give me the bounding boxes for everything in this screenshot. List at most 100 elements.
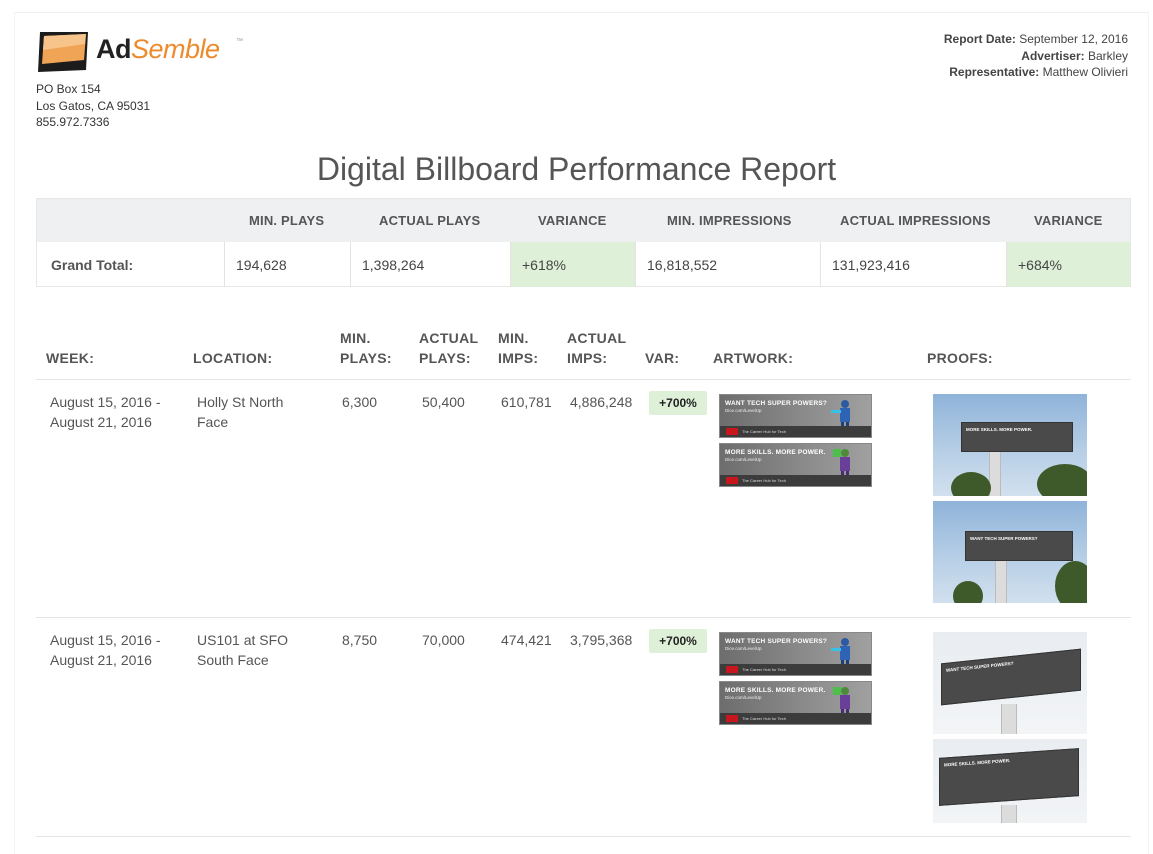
logo-wordmark: AdSemble: [96, 34, 220, 65]
dice-logo-icon: [726, 666, 738, 673]
header-var: VAR:: [645, 350, 680, 366]
header-week: WEEK:: [46, 350, 95, 366]
row2-week-end: August 21, 2016: [50, 652, 152, 668]
row1-week: August 15, 2016 - August 21, 2016: [50, 392, 161, 432]
header-location: LOCATION:: [193, 350, 273, 366]
header-min-imps-line1: MIN.: [498, 330, 529, 346]
row1-min-plays: 6,300: [342, 394, 378, 410]
advertiser-label: Advertiser:: [1021, 48, 1085, 63]
header-proofs: PROOFS:: [927, 350, 993, 366]
representative-label: Representative:: [949, 65, 1040, 79]
advertiser: Barkley: [1087, 48, 1128, 63]
row2-actual-plays: 70,000: [422, 632, 465, 648]
row1-actual-imps: 4,886,248: [570, 394, 633, 410]
adsemble-logo: AdSemble ™: [36, 30, 246, 74]
row1-min-imps: 610,781: [501, 394, 552, 410]
representative: Matthew Olivieri: [1042, 65, 1128, 79]
row2-artwork-2[interactable]: MORE SKILLS. MORE POWER. Dice.com/LevelU…: [719, 681, 872, 725]
artwork-url: Dice.com/LevelUp: [725, 646, 762, 651]
row1-location-line2: Face: [197, 414, 229, 430]
logo-text-ad: Ad: [96, 34, 132, 64]
dice-logo-icon: [726, 428, 738, 435]
header-divider: [36, 379, 1131, 380]
row2-actual-imps: 3,795,368: [570, 632, 633, 648]
header-min-imps-line2: IMPS:: [498, 350, 539, 366]
summary-header-row: MIN. PLAYS ACTUAL PLAYS VARIANCE MIN. IM…: [37, 199, 1130, 242]
grand-total-impressions-variance: +684%: [1006, 242, 1130, 287]
row2-variance-badge: +700%: [649, 629, 707, 653]
artwork-tagline: The Career Hub for Tech: [742, 478, 786, 483]
address-line1: PO Box 154: [36, 82, 101, 96]
header-actual-imps-line1: ACTUAL: [567, 330, 627, 346]
row2-proof-1[interactable]: WANT TECH SUPER POWERS?: [933, 632, 1087, 734]
row-divider: [36, 617, 1131, 618]
address-phone: 855.972.7336: [36, 115, 110, 129]
page-title: Digital Billboard Performance Report: [316, 151, 837, 187]
row2-location: US101 at SFO South Face: [197, 630, 288, 670]
summary-table: MIN. PLAYS ACTUAL PLAYS VARIANCE MIN. IM…: [36, 198, 1131, 287]
grand-total-label: Grand Total:: [51, 257, 134, 273]
header-actual-imps-line2: IMPS:: [567, 350, 608, 366]
header-actual-plays-line1: ACTUAL: [419, 330, 479, 346]
row1-variance-badge: +700%: [649, 391, 707, 415]
report-page: [14, 12, 1149, 854]
row2-location-line2: South Face: [197, 652, 269, 668]
artwork-headline: MORE SKILLS. MORE POWER.: [725, 687, 826, 694]
summary-header-impressions-variance: VARIANCE: [1034, 213, 1103, 228]
summary-header-plays-variance: VARIANCE: [538, 213, 607, 228]
company-address: PO Box 154 Los Gatos, CA 95031 855.972.7…: [36, 81, 150, 131]
grand-total-min-impressions: 16,818,552: [635, 242, 820, 287]
header-actual-plays: ACTUAL PLAYS:: [419, 328, 478, 368]
row1-location: Holly St North Face: [197, 392, 283, 432]
logo-text-semble: Semble: [131, 34, 220, 64]
artwork-url: Dice.com/LevelUp: [725, 457, 762, 462]
summary-header-actual-impressions: ACTUAL IMPRESSIONS: [840, 213, 991, 228]
summary-header-min-plays: MIN. PLAYS: [249, 213, 325, 228]
header-min-plays-line1: MIN.: [340, 330, 371, 346]
artwork-url: Dice.com/LevelUp: [725, 695, 762, 700]
artwork-headline: WANT TECH SUPER POWERS?: [725, 400, 828, 407]
row2-proof-2[interactable]: MORE SKILLS. MORE POWER.: [933, 739, 1087, 823]
row2-week: August 15, 2016 - August 21, 2016: [50, 630, 161, 670]
row1-proof-1[interactable]: MORE SKILLS. MORE POWER.: [933, 394, 1087, 496]
header-actual-plays-line2: PLAYS:: [419, 350, 471, 366]
row1-proof-2[interactable]: WANT TECH SUPER POWERS?: [933, 501, 1087, 603]
artwork-url: Dice.com/LevelUp: [725, 408, 762, 413]
address-line2: Los Gatos, CA 95031: [36, 98, 151, 113]
grand-total-actual-plays: 1,398,264: [350, 242, 510, 287]
dice-logo-icon: [726, 477, 738, 484]
artwork-tagline: The Career Hub for Tech: [742, 429, 786, 434]
summary-header-min-impressions: MIN. IMPRESSIONS: [667, 213, 792, 228]
proof-board-text: WANT TECH SUPER POWERS?: [970, 536, 1038, 541]
artwork-headline: WANT TECH SUPER POWERS?: [725, 638, 828, 645]
row2-min-plays: 8,750: [342, 632, 378, 648]
proof-board-text: WANT TECH SUPER POWERS?: [946, 660, 1014, 673]
row2-min-imps: 474,421: [501, 632, 552, 648]
report-meta: Report Date: September 12, 2016 Advertis…: [944, 31, 1128, 81]
artwork-headline: MORE SKILLS. MORE POWER.: [725, 449, 826, 456]
proof-board-text: MORE SKILLS. MORE POWER.: [944, 757, 1011, 768]
header-artwork: ARTWORK:: [713, 350, 794, 366]
logo-mark-icon: [38, 32, 88, 72]
header-min-imps: MIN. IMPS:: [498, 328, 538, 368]
row1-actual-plays: 50,400: [422, 394, 465, 410]
row1-artwork-2[interactable]: MORE SKILLS. MORE POWER. Dice.com/LevelU…: [719, 443, 872, 487]
summary-grand-total-row: Grand Total: 194,628 1,398,264 +618% 16,…: [37, 242, 1130, 287]
header-min-plays: MIN. PLAYS:: [340, 328, 392, 368]
grand-total-plays-variance: +618%: [510, 242, 635, 287]
report-date-label: Report Date:: [943, 32, 1016, 46]
header-actual-imps: ACTUAL IMPS:: [567, 328, 626, 368]
proof-board-text: MORE SKILLS. MORE POWER.: [966, 427, 1033, 432]
grand-total-actual-impressions: 131,923,416: [820, 242, 1006, 287]
row1-artwork-1[interactable]: WANT TECH SUPER POWERS? Dice.com/LevelUp…: [719, 394, 872, 438]
row1-location-line1: Holly St North: [197, 394, 284, 410]
row2-location-line1: US101 at SFO: [197, 632, 289, 648]
dice-logo-icon: [726, 715, 738, 722]
row-divider: [36, 836, 1131, 837]
report-date: September 12, 2016: [1019, 32, 1128, 46]
logo-trademark: ™: [236, 38, 243, 45]
row2-artwork-1[interactable]: WANT TECH SUPER POWERS? Dice.com/LevelUp…: [719, 632, 872, 676]
row1-week-start: August 15, 2016 -: [50, 394, 161, 410]
artwork-tagline: The Career Hub for Tech: [742, 667, 786, 672]
artwork-tagline: The Career Hub for Tech: [742, 716, 786, 721]
